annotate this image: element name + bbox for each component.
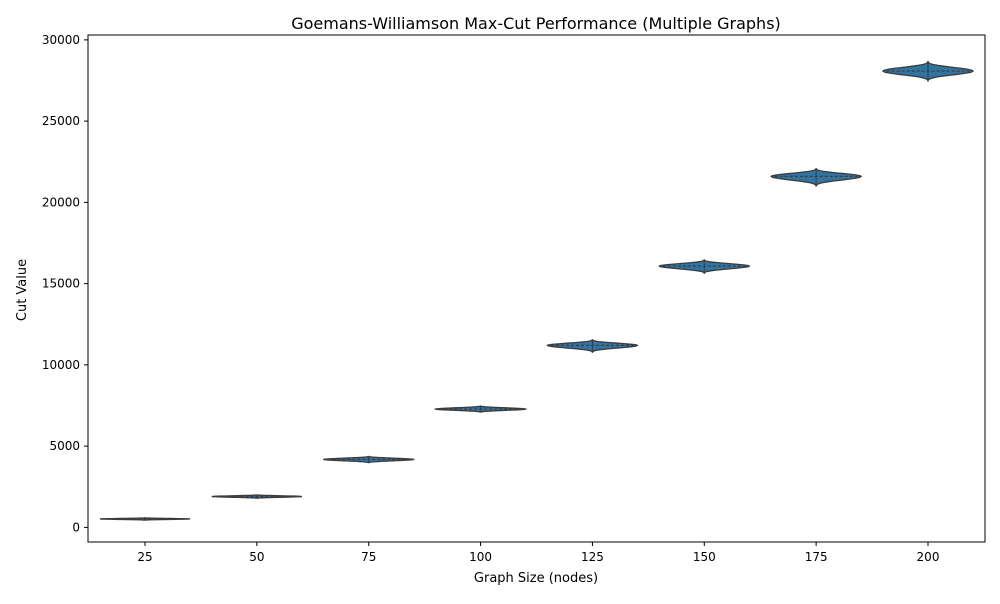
x-tick-label: 75: [361, 550, 376, 564]
x-axis-label: Graph Size (nodes): [474, 571, 598, 586]
x-ticks: 25 50 75 100 125 150 175 200: [137, 542, 939, 564]
x-tick-label: 200: [917, 550, 940, 564]
y-tick-label: 25000: [42, 114, 80, 128]
y-axis-label: Cut Value: [15, 259, 30, 321]
x-tick-label: 100: [469, 550, 492, 564]
y-tick-label: 15000: [42, 277, 80, 291]
y-tick-label: 10000: [42, 358, 80, 372]
y-tick-label: 5000: [49, 439, 80, 453]
y-tick-label: 20000: [42, 195, 80, 209]
x-tick-label: 25: [137, 550, 152, 564]
y-tick-label: 30000: [42, 33, 80, 47]
chart-title: Goemans-Williamson Max-Cut Performance (…: [291, 14, 781, 33]
plot-frame: [87, 34, 986, 543]
y-ticks: 0 5000 10000 15000 20000 25000 30000: [42, 33, 88, 534]
x-tick-label: 150: [693, 550, 716, 564]
x-tick-label: 50: [249, 550, 264, 564]
x-tick-label: 125: [581, 550, 604, 564]
x-tick-label: 175: [805, 550, 828, 564]
y-tick-label: 0: [72, 520, 80, 534]
violins-layer: [99, 60, 974, 521]
